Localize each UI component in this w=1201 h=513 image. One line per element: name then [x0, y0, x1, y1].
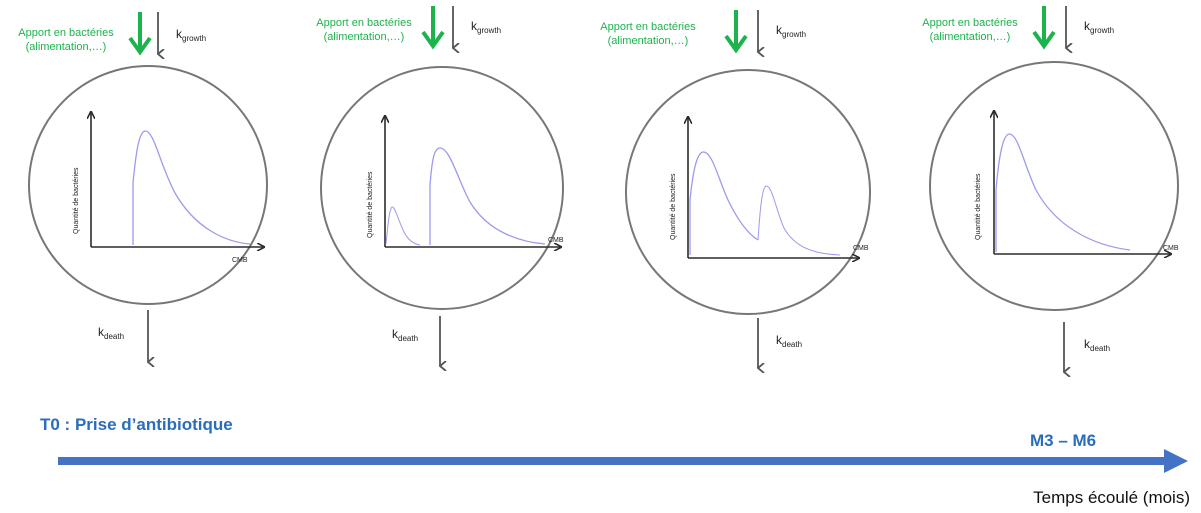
- gut-circle: [28, 65, 268, 305]
- supply-label-line2: (alimentation,…): [930, 31, 1011, 43]
- supply-arrow-icon: [1032, 6, 1056, 50]
- bacteria-curve-regrowth: [757, 185, 841, 256]
- timeline: T0 : Prise d’antibiotique M3 – M6 Temps …: [40, 415, 1190, 507]
- bacteria-curve-residual: [385, 206, 421, 246]
- bacteria-curve: [689, 151, 759, 255]
- k-death-label: kdeath: [1084, 337, 1110, 353]
- k-growth-label: kgrowth: [1084, 19, 1114, 35]
- bacteria-curve: [429, 147, 546, 245]
- supply-label-line1: Apport en bactéries: [316, 17, 412, 29]
- y-axis-label: Quantité de bactéries: [73, 167, 80, 234]
- k-growth-label: kgrowth: [176, 27, 206, 43]
- y-axis-label: Quantité de bactéries: [670, 173, 677, 240]
- x-axis-label: CMB: [853, 245, 869, 252]
- supply-label-line2: (alimentation,…): [608, 35, 689, 47]
- bacteria-curve: [995, 133, 1131, 252]
- x-axis-label: CMB: [548, 237, 564, 244]
- x-axis-label: CMB: [232, 257, 248, 264]
- bacteria-curve: [132, 130, 251, 245]
- panel-2: Apport en bactéries (alimentation,…) kgr…: [316, 6, 564, 366]
- panel-4: Apport en bactéries (alimentation,…) kgr…: [922, 6, 1179, 372]
- panel-1: Apport en bactéries (alimentation,…) kgr…: [18, 12, 268, 362]
- k-death-label: kdeath: [98, 325, 124, 341]
- y-axis-label: Quantité de bactéries: [367, 171, 374, 238]
- supply-arrow-icon: [128, 12, 152, 56]
- supply-label-line2: (alimentation,…): [26, 41, 107, 53]
- supply-label-line2: (alimentation,…): [324, 31, 405, 43]
- supply-label-line1: Apport en bactéries: [600, 21, 696, 33]
- supply-arrow-icon: [724, 10, 748, 54]
- panel-3: Apport en bactéries (alimentation,…) kgr…: [600, 10, 871, 368]
- k-growth-label: kgrowth: [776, 23, 806, 39]
- y-axis-label: Quantité de bactéries: [975, 173, 982, 240]
- supply-label-line1: Apport en bactéries: [922, 17, 1018, 29]
- gut-circle: [625, 69, 871, 315]
- k-death-label: kdeath: [392, 327, 418, 343]
- k-growth-label: kgrowth: [471, 19, 501, 35]
- timeline-start-label: T0 : Prise d’antibiotique: [40, 415, 233, 434]
- timeline-end-label: M3 – M6: [1030, 431, 1096, 450]
- timeline-arrow-icon: [58, 449, 1188, 473]
- gut-circle: [320, 66, 564, 310]
- supply-label-line1: Apport en bactéries: [18, 27, 114, 39]
- x-axis-label: CMB: [1163, 245, 1179, 252]
- gut-circle: [929, 61, 1179, 311]
- timeline-axis-label: Temps écoulé (mois): [1033, 488, 1190, 507]
- supply-arrow-icon: [421, 6, 445, 50]
- k-death-label: kdeath: [776, 333, 802, 349]
